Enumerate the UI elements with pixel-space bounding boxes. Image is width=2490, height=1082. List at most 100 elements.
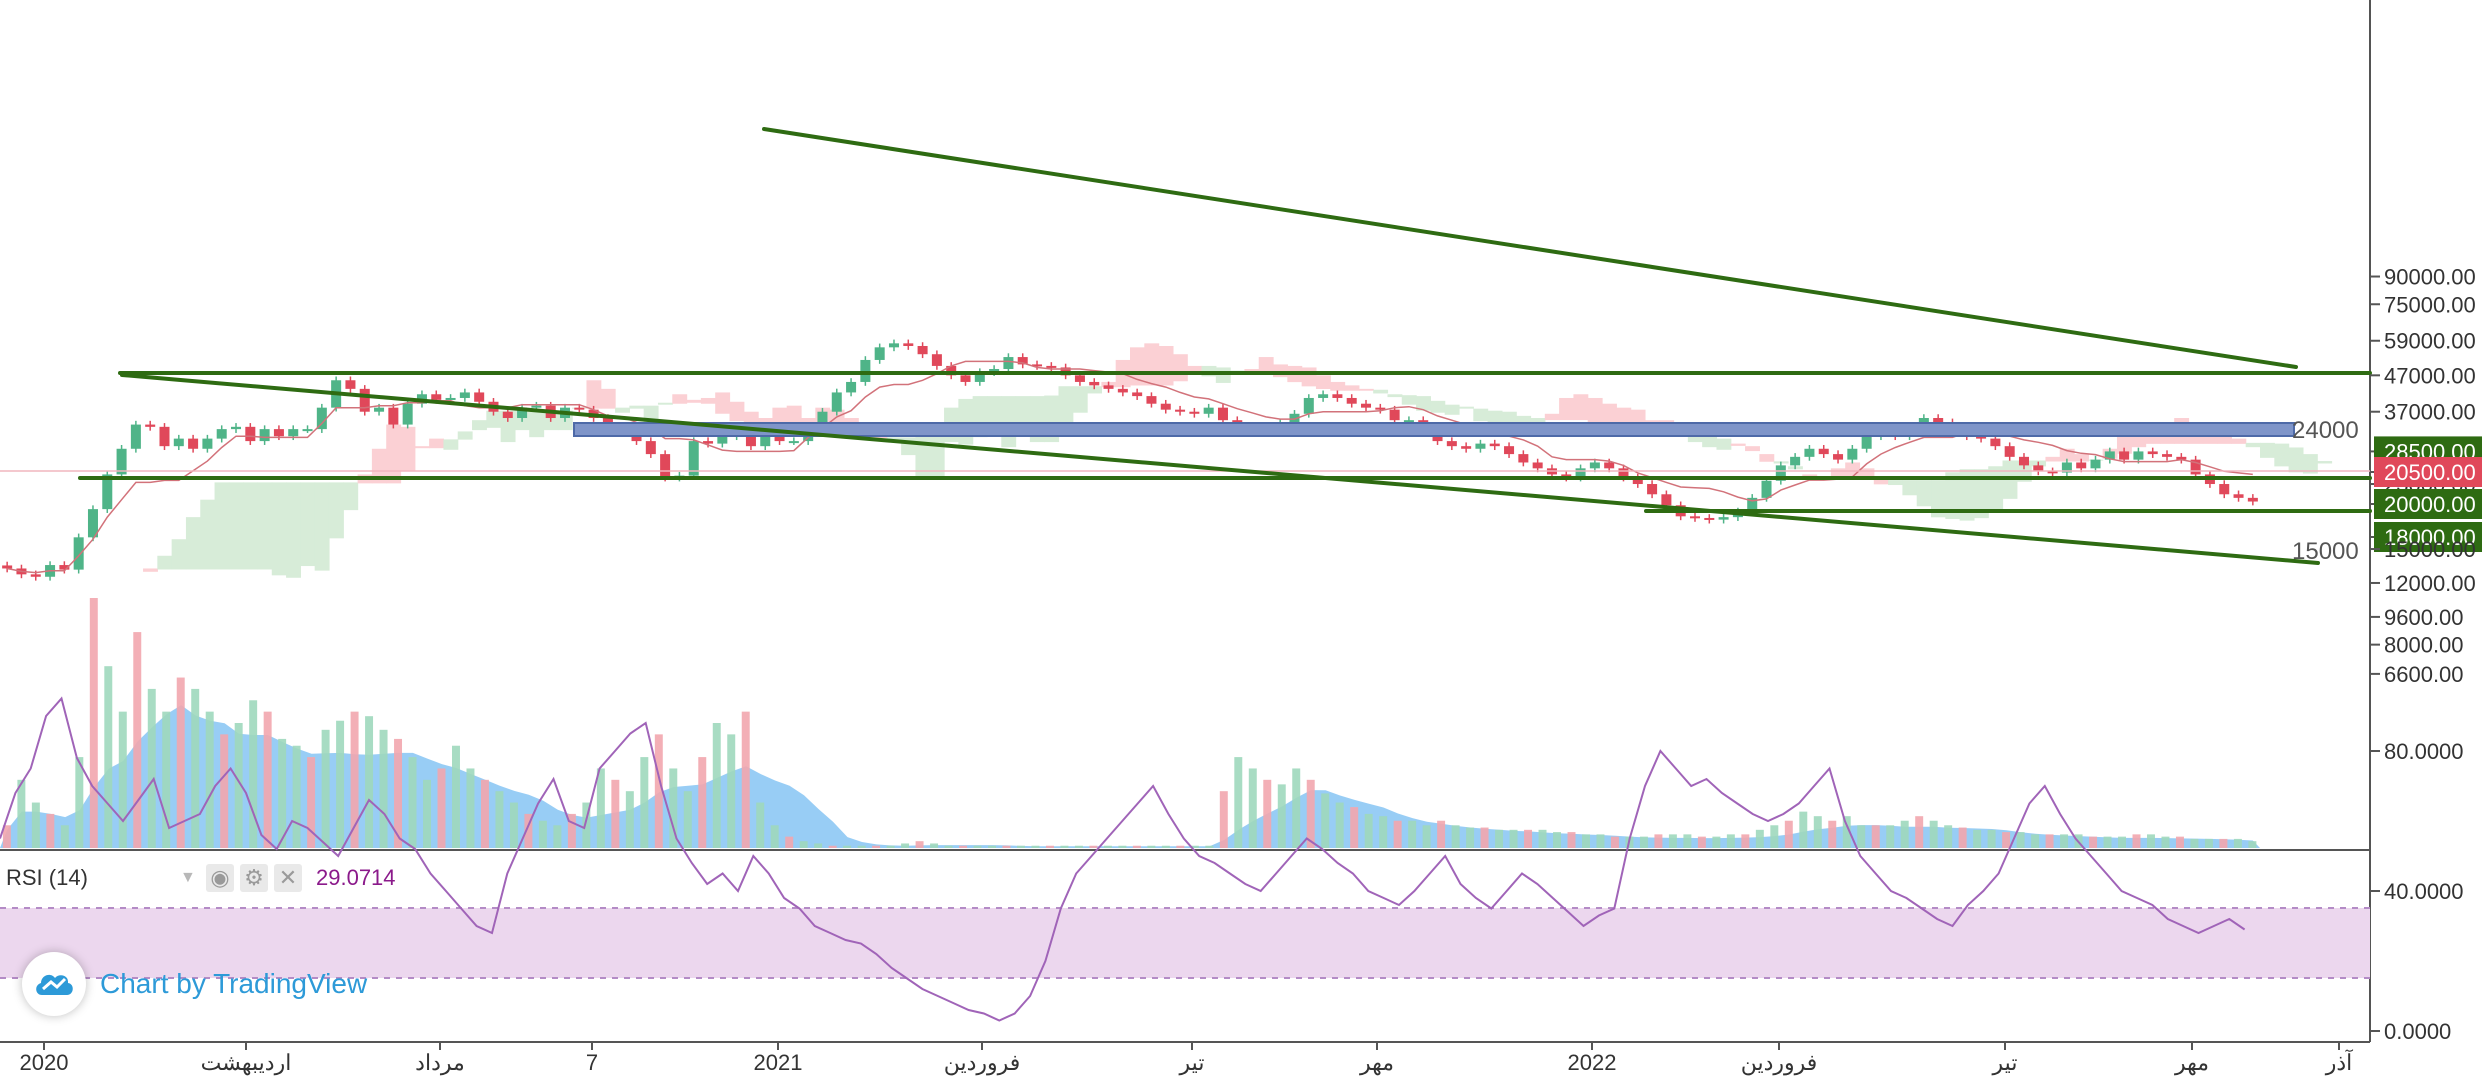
cloud-segment xyxy=(1988,466,2004,513)
volume-bar xyxy=(307,757,316,848)
cloud-segment xyxy=(958,398,974,445)
volume-bar xyxy=(1234,757,1243,848)
cloud-segment xyxy=(472,420,487,431)
close-icon[interactable]: ✕ xyxy=(274,864,302,892)
cloud-segment xyxy=(185,517,201,570)
volume-bar xyxy=(1973,829,1982,848)
volume-bar xyxy=(2089,836,2098,848)
volume-bar xyxy=(611,779,620,848)
candle-body xyxy=(1990,438,2001,447)
candle-body xyxy=(173,438,184,447)
rsi-tick-label: 80.0000 xyxy=(2384,739,2464,764)
price-tick-label: 47000.00 xyxy=(2384,363,2476,388)
volume-bar xyxy=(408,757,417,848)
volume-bar xyxy=(1321,793,1330,848)
candle-body xyxy=(1976,436,1987,439)
time-tick-label: تیر xyxy=(1179,1050,1205,1076)
time-tick-label: 2022 xyxy=(1568,1050,1617,1075)
time-tick-label: فروردین xyxy=(1741,1050,1818,1076)
volume-bar xyxy=(2103,836,2112,848)
candle-body xyxy=(2176,456,2187,460)
chevron-down-icon[interactable]: ▼ xyxy=(180,869,196,886)
candle-body xyxy=(2219,484,2230,495)
cloud-segment xyxy=(457,431,473,440)
cloud-segment xyxy=(2245,442,2261,448)
volume-bar xyxy=(1017,845,1025,848)
cloud-segment xyxy=(314,482,330,571)
volume-bar xyxy=(538,820,547,848)
volume-bar xyxy=(857,845,866,848)
volume-bar xyxy=(1639,836,1648,848)
cloud-segment xyxy=(400,426,416,471)
candle-body xyxy=(946,365,957,376)
candle-body xyxy=(1589,462,1600,469)
volume-bar xyxy=(1451,825,1460,848)
volume-bar xyxy=(1176,845,1185,848)
cloud-segment xyxy=(1444,404,1460,415)
candle-body xyxy=(517,407,528,419)
volume-bar xyxy=(89,598,98,848)
volume-bar xyxy=(814,843,823,848)
candle-body xyxy=(145,424,156,427)
cloud-segment xyxy=(686,399,702,403)
volume-bar xyxy=(1886,825,1895,848)
candle-body xyxy=(1289,413,1300,423)
candle-body xyxy=(1475,443,1486,449)
candle-body xyxy=(102,474,113,510)
candle-body xyxy=(59,565,70,570)
volume-bar xyxy=(1408,820,1417,848)
candle-body xyxy=(345,380,356,389)
volume-bar xyxy=(1118,845,1127,848)
volume-bar xyxy=(1596,834,1605,848)
cloud-segment xyxy=(1745,446,1760,452)
volume-bar xyxy=(365,716,374,848)
candle-body xyxy=(989,368,1000,373)
cloud-segment xyxy=(1730,443,1746,446)
volume-bar xyxy=(669,768,678,848)
volume-bar xyxy=(1379,816,1388,848)
cloud-segment xyxy=(1330,381,1346,391)
volume-bar xyxy=(2118,836,2126,848)
cloud-segment xyxy=(171,539,187,570)
volume-bar xyxy=(1726,834,1735,848)
volume-bar xyxy=(988,845,996,848)
candle-body xyxy=(1346,397,1357,404)
volume-bar xyxy=(75,757,84,848)
volume-bar xyxy=(1842,816,1851,848)
volume-bar xyxy=(727,734,736,848)
annotation-15000: 15000 xyxy=(2292,538,2359,565)
cloud-segment xyxy=(1072,386,1088,413)
candle-body xyxy=(703,441,714,444)
candle-body xyxy=(374,407,385,412)
cloud-segment xyxy=(257,482,273,570)
volume-bar xyxy=(2190,838,2199,848)
volume-bar xyxy=(625,791,634,848)
cloud-segment xyxy=(300,482,316,567)
volume-bar xyxy=(1089,845,1098,848)
cloud-segment xyxy=(586,380,602,409)
candle-body xyxy=(2233,494,2244,498)
candle-body xyxy=(116,448,127,475)
volume-bar xyxy=(278,738,287,848)
eye-icon[interactable]: ◉ xyxy=(206,864,234,892)
candle-body xyxy=(2061,462,2072,473)
tradingview-branding[interactable]: Chart by TradingView xyxy=(22,952,367,1016)
candle-body xyxy=(917,345,928,355)
volume-bar xyxy=(162,711,171,848)
volume-bar xyxy=(249,700,258,848)
candle-body xyxy=(688,441,699,476)
cloud-segment xyxy=(2288,447,2304,473)
candle-body xyxy=(216,429,227,439)
candle-body xyxy=(903,343,914,346)
volume-bar xyxy=(1190,845,1199,848)
volume-bar xyxy=(2248,841,2257,848)
volume-bar xyxy=(1784,820,1793,848)
candle-body xyxy=(202,438,213,449)
rsi-title[interactable]: RSI (14) xyxy=(6,865,88,890)
candle-body xyxy=(1761,480,1772,498)
volume-bar xyxy=(582,802,591,848)
gear-icon[interactable]: ⚙ xyxy=(240,864,268,892)
candle-body xyxy=(87,509,98,538)
